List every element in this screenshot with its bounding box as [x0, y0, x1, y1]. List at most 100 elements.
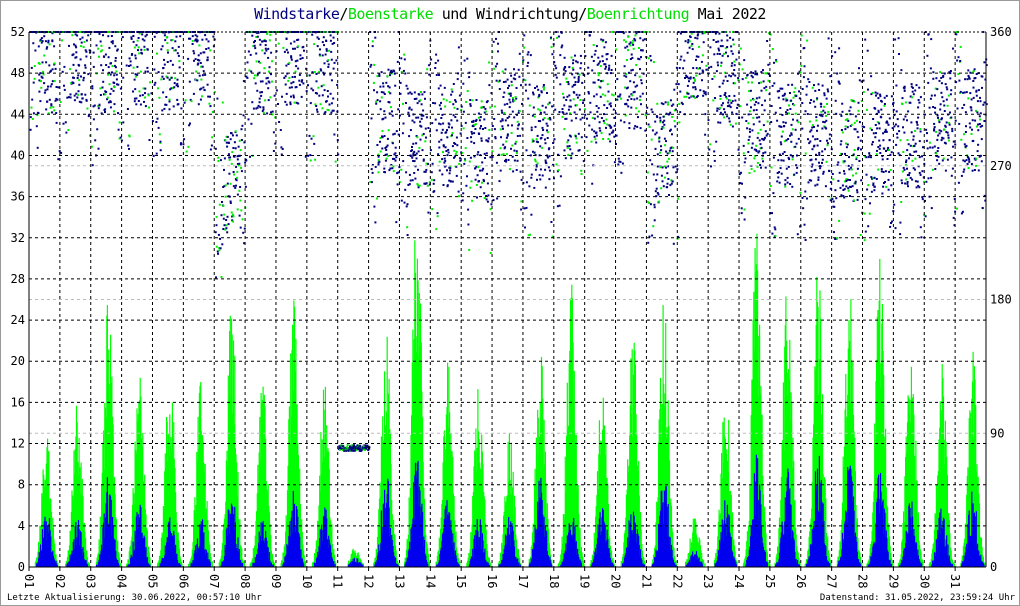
direction-point	[310, 87, 313, 90]
wind-bar	[838, 561, 840, 567]
direction-point	[572, 68, 575, 71]
direction-point	[687, 77, 690, 80]
direction-point	[374, 221, 377, 224]
gust-bar	[139, 377, 141, 567]
direction-point	[74, 33, 77, 36]
gust-bar	[86, 550, 88, 567]
direction-point	[574, 104, 577, 107]
direction-point	[214, 147, 217, 150]
gust-bar	[824, 479, 826, 567]
direction-point	[53, 62, 56, 65]
wind-bar	[820, 482, 822, 567]
direction-point	[624, 86, 627, 89]
direction-point	[117, 112, 119, 115]
direction-point	[695, 58, 697, 61]
direction-point	[684, 40, 687, 43]
direction-point	[159, 149, 162, 152]
gust-bar	[252, 548, 254, 567]
direction-point	[484, 110, 487, 113]
wind-bar	[725, 535, 727, 567]
direction-point	[74, 31, 77, 33]
direction-point	[167, 31, 170, 34]
wind-bar	[203, 549, 206, 567]
direction-point	[673, 120, 676, 123]
direction-point	[675, 66, 678, 69]
direction-point	[101, 86, 104, 89]
direction-point	[493, 118, 496, 120]
gust-bar	[950, 550, 952, 567]
gust-bar	[917, 512, 919, 567]
direction-point	[374, 165, 377, 168]
direction-point	[424, 182, 427, 185]
direction-point	[651, 111, 654, 114]
wind-bar	[790, 504, 792, 567]
direction-point	[144, 35, 147, 38]
direction-point	[85, 50, 88, 53]
direction-point	[58, 150, 61, 153]
direction-point	[629, 80, 632, 83]
direction-point	[323, 62, 326, 65]
direction-point	[602, 39, 605, 42]
gust-bar	[230, 318, 233, 567]
direction-point	[288, 86, 291, 89]
direction-point	[239, 149, 242, 152]
gust-bar	[920, 551, 922, 567]
gust-bar	[883, 436, 885, 567]
gust-bar	[797, 552, 799, 567]
direction-point	[307, 154, 310, 157]
direction-point	[299, 57, 302, 60]
direction-point	[638, 99, 641, 101]
direction-point	[582, 74, 585, 76]
direction-point	[664, 101, 667, 104]
direction-point	[603, 113, 605, 116]
direction-point	[589, 111, 592, 114]
direction-point	[693, 78, 696, 81]
wind-bar	[847, 471, 849, 567]
direction-point	[233, 141, 236, 144]
wind-bar	[948, 558, 950, 567]
direction-point	[686, 75, 689, 78]
direction-point	[46, 88, 49, 91]
direction-point	[454, 143, 457, 145]
direction-point	[501, 119, 504, 122]
direction-point	[643, 38, 646, 41]
gust-bar	[238, 525, 240, 567]
direction-point	[456, 119, 459, 122]
direction-point	[506, 117, 509, 119]
wind-bar	[266, 540, 268, 567]
gust-bar	[242, 561, 244, 567]
direction-point	[613, 124, 616, 127]
direction-point	[609, 72, 612, 75]
direction-point	[642, 39, 645, 42]
direction-point	[540, 90, 543, 93]
direction-point	[280, 153, 283, 156]
direction-point	[660, 102, 663, 105]
gust-bar	[35, 560, 37, 567]
gust-bar	[414, 240, 416, 568]
direction-point	[426, 184, 429, 187]
direction-point	[475, 99, 478, 101]
wind-bar	[759, 490, 761, 567]
direction-point	[466, 57, 469, 60]
wind-bar	[78, 528, 80, 567]
direction-point	[541, 134, 544, 137]
gust-bar	[269, 524, 271, 567]
direction-point	[226, 145, 229, 148]
direction-point	[170, 87, 173, 90]
direction-point	[530, 129, 533, 132]
direction-point	[661, 166, 664, 169]
direction-point	[536, 85, 538, 88]
direction-point	[445, 150, 448, 152]
direction-point	[387, 85, 390, 88]
direction-point	[539, 168, 542, 171]
gust-bar	[265, 438, 267, 567]
direction-point	[41, 40, 44, 43]
direction-point	[100, 112, 103, 115]
direction-point	[458, 195, 460, 198]
direction-point	[460, 108, 463, 111]
direction-point	[555, 76, 558, 79]
wind-bar	[86, 563, 88, 567]
direction-point	[568, 105, 571, 108]
direction-point	[592, 81, 595, 84]
wind-bar	[468, 563, 471, 567]
